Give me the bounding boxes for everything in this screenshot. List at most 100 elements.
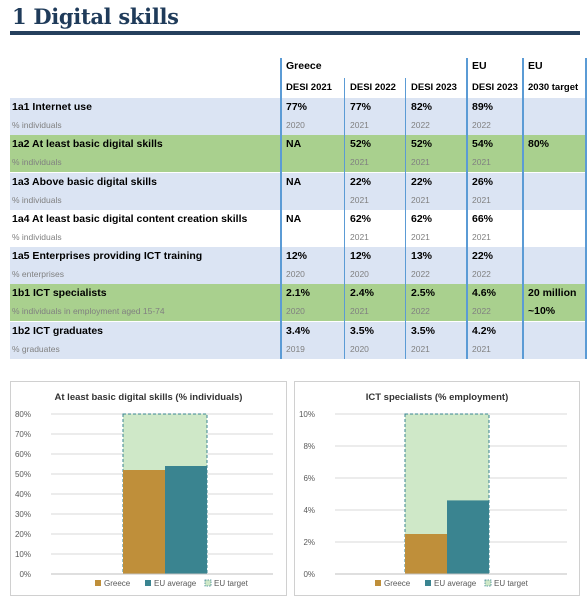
column-header: 2030 target xyxy=(528,82,579,93)
year-cell: 2021 xyxy=(350,195,369,205)
title-rule xyxy=(10,31,580,35)
legend-eu-target-swatch xyxy=(484,579,492,587)
group-header-eu: EU xyxy=(472,60,487,72)
value-cell: 2.1% xyxy=(286,287,310,299)
value-cell: NA xyxy=(286,176,302,188)
value-cell: 3.4% xyxy=(286,325,310,337)
page-title: 1 Digital skills xyxy=(12,4,179,29)
legend-eu-average-swatch xyxy=(145,580,151,586)
indicator-label: 1b2 ICT graduates xyxy=(12,325,104,337)
year-cell: 2021 xyxy=(472,344,491,354)
year-cell: 2019 xyxy=(286,344,305,354)
y-tick-label: 40% xyxy=(15,490,31,499)
column-header: DESI 2023 xyxy=(411,82,457,93)
legend-greece-label: Greece xyxy=(384,579,411,588)
year-cell: 2022 xyxy=(472,269,491,279)
chart-title: At least basic digital skills (% individ… xyxy=(54,392,243,403)
y-tick-label: 50% xyxy=(15,470,31,479)
indicator-unit: % individuals xyxy=(12,232,62,242)
indicator-label: 1a1 Internet use xyxy=(12,101,92,113)
y-tick-label: 10% xyxy=(299,410,315,419)
value-cell: 66% xyxy=(472,213,494,225)
table-row: 1a1 Internet use % individuals 77% 77% 82% 89… xyxy=(10,98,587,135)
y-tick-label: 0% xyxy=(19,570,31,579)
legend-eu-average-label: EU average xyxy=(434,579,477,588)
table-row: 1a5 Enterprises providing ICT training % … xyxy=(10,247,587,284)
legend-eu-target-swatch xyxy=(204,579,212,587)
indicator-label: 1a2 At least basic digital skills xyxy=(12,138,163,150)
value-cell: 77% xyxy=(350,101,372,113)
y-tick-label: 10% xyxy=(15,550,31,559)
year-cell: 2020 xyxy=(286,120,305,130)
y-tick-label: 60% xyxy=(15,450,31,459)
year-cell: 2022 xyxy=(472,306,491,316)
group-header-greece: Greece xyxy=(286,60,322,72)
year-cell: 2020 xyxy=(286,306,305,316)
value-cell: NA xyxy=(286,213,302,225)
year-cell: 2022 xyxy=(472,120,491,130)
indicator-unit: % individuals in employment aged 15-74 xyxy=(12,306,165,316)
value-cell: 62% xyxy=(411,213,433,225)
year-cell: 2021 xyxy=(411,157,430,167)
table-row: 1b2 ICT graduates % graduates 3.4% 3.5% 3.5%… xyxy=(10,322,587,359)
chart-basic-digital-skills: At least basic digital skills (% individ… xyxy=(10,381,287,596)
y-tick-label: 6% xyxy=(303,474,315,483)
legend-greece-swatch xyxy=(375,580,381,586)
chart-ict-specialists: ICT specialists (% employment) 0% 2% 4% 6% 8… xyxy=(294,381,580,596)
column-divider xyxy=(585,58,587,359)
indicator-label: 1a4 At least basic digital content creat… xyxy=(12,213,248,225)
value-cell: 22% xyxy=(411,176,433,188)
value-cell: 12% xyxy=(286,250,308,262)
value-cell: 22% xyxy=(350,176,372,188)
value-cell: 3.5% xyxy=(350,325,374,337)
column-divider xyxy=(466,58,468,359)
year-cell: 2021 xyxy=(411,232,430,242)
y-tick-label: 8% xyxy=(303,442,315,451)
legend-eu-average-label: EU average xyxy=(154,579,197,588)
value-cell: 89% xyxy=(472,101,494,113)
y-tick-label: 20% xyxy=(15,530,31,539)
indicator-unit: % individuals xyxy=(12,120,62,130)
value-cell: 2.4% xyxy=(350,287,374,299)
year-cell: 2021 xyxy=(350,306,369,316)
value-cell: 22% xyxy=(472,250,494,262)
indicator-unit: % individuals xyxy=(12,195,62,205)
group-header-eu-target: EU xyxy=(528,60,543,72)
value-cell: 12% xyxy=(350,250,372,262)
y-tick-label: 80% xyxy=(15,410,31,419)
column-header: DESI 2021 xyxy=(286,82,332,93)
year-cell: 2022 xyxy=(411,306,430,316)
year-cell: 2020 xyxy=(350,269,369,279)
greece-bar xyxy=(123,470,165,574)
column-divider xyxy=(405,78,406,359)
value-cell: NA xyxy=(286,138,302,150)
chart-svg: 0% 2% 4% 6% 8% 10% Greece EU average EU target xyxy=(299,410,567,588)
year-cell: 2021 xyxy=(350,232,369,242)
value-cell: 2.5% xyxy=(411,287,435,299)
value-cell: 4.2% xyxy=(472,325,496,337)
value-cell: 13% xyxy=(411,250,433,262)
year-cell: 2022 xyxy=(411,120,430,130)
year-cell: 2021 xyxy=(411,344,430,354)
column-divider xyxy=(344,78,345,359)
chart-svg: 0% 10% 20% 30% 40% 50% 60% 70% 80% Greece EU avera… xyxy=(15,410,273,588)
value-cell: 52% xyxy=(411,138,433,150)
column-divider xyxy=(522,58,524,359)
indicator-unit: % graduates xyxy=(12,344,60,354)
table-row: 1a2 At least basic digital skills % indiv… xyxy=(10,135,587,172)
y-tick-label: 0% xyxy=(303,570,315,579)
year-cell: 2020 xyxy=(350,344,369,354)
eu-average-bar xyxy=(165,466,207,574)
year-cell: 2021 xyxy=(350,157,369,167)
y-tick-label: 70% xyxy=(15,430,31,439)
value-cell: 54% xyxy=(472,138,494,150)
indicator-unit: % enterprises xyxy=(12,269,64,279)
legend-eu-average-swatch xyxy=(425,580,431,586)
legend-eu-target-label: EU target xyxy=(214,579,249,588)
column-divider xyxy=(280,58,282,359)
table-row: 1a4 At least basic digital content creat… xyxy=(10,210,587,247)
value-cell: 52% xyxy=(350,138,372,150)
year-cell: 2021 xyxy=(472,232,491,242)
value-cell: 77% xyxy=(286,101,308,113)
value-cell: 20 million xyxy=(528,287,577,299)
